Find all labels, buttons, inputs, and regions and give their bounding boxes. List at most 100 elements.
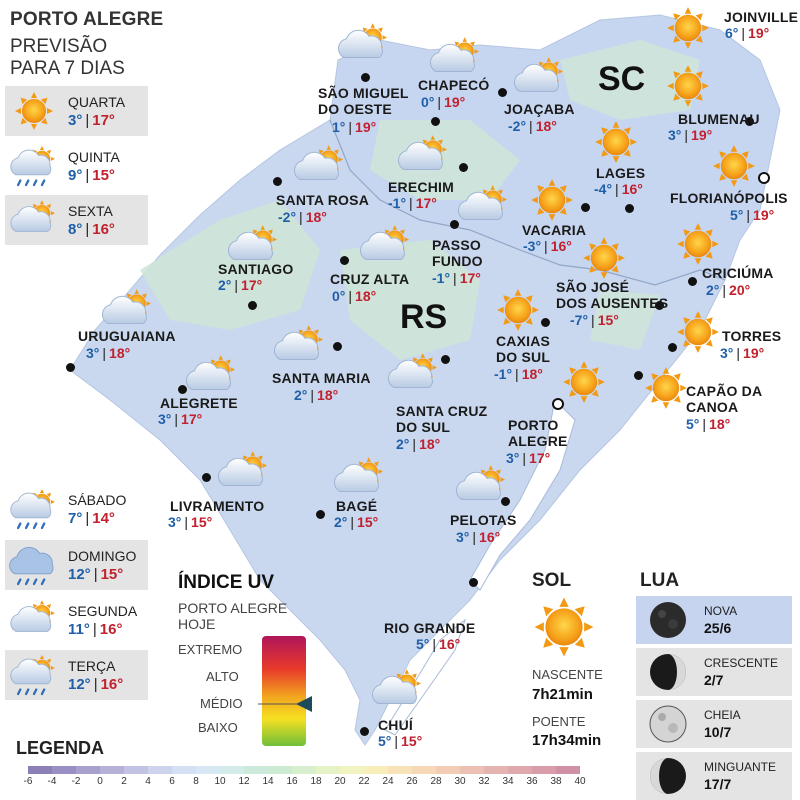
city-marker[interactable]: [340, 256, 349, 265]
city-label: FUNDO: [432, 253, 483, 269]
city-temp: 3° | 19°: [720, 345, 765, 361]
min-temp: 2°: [334, 514, 348, 530]
rain-cloud-sun-icon: [9, 488, 59, 534]
max-temp: 15°: [100, 566, 124, 583]
city-label: JOAÇABA: [504, 101, 575, 117]
city-marker[interactable]: [541, 318, 550, 327]
legend-tick-label: 4: [145, 776, 151, 787]
crescent-moon-icon: [650, 654, 686, 690]
sunset-label: POENTE: [532, 714, 586, 729]
legend-swatch: [100, 766, 124, 774]
legend-tick-label: 26: [406, 776, 418, 787]
min-temp: 1°: [332, 119, 346, 135]
legend-swatch: [436, 766, 460, 774]
city-marker[interactable]: [450, 220, 459, 229]
city-marker[interactable]: [668, 343, 677, 352]
cloud-sun-icon: [272, 322, 328, 372]
city-label: JOINVILLE: [724, 9, 799, 25]
moon-phase-row: NOVA 25/6: [636, 596, 792, 644]
city-temp: 6° | 19°: [725, 25, 770, 41]
min-temp: 12°: [68, 676, 91, 693]
city-temp: -1° | 17°: [432, 270, 481, 286]
uv-level-label: ALTO: [206, 669, 239, 684]
city-marker[interactable]: [360, 727, 369, 736]
lagoon-shape: [469, 398, 576, 591]
max-temp: 18°: [521, 366, 543, 382]
city-marker[interactable]: [431, 117, 440, 126]
city-marker[interactable]: [202, 473, 211, 482]
city-marker[interactable]: [178, 385, 187, 394]
city-marker[interactable]: [625, 204, 634, 213]
day-name: DOMINGO: [68, 548, 137, 564]
city-temp: 3° | 17°: [506, 450, 551, 466]
cloud-sun-icon: [292, 142, 348, 192]
day-name: SEXTA: [68, 203, 113, 219]
city-marker[interactable]: [66, 363, 75, 372]
sun-icon: [667, 65, 709, 107]
city-label: LAGES: [596, 165, 646, 181]
legend-tick-label: -2: [71, 776, 81, 787]
city-label: CRICIÚMA: [702, 265, 774, 281]
city-marker[interactable]: [361, 73, 370, 82]
cloud-sun-icon: [358, 222, 414, 272]
legend-swatch: [508, 766, 532, 774]
min-temp: 2°: [218, 277, 232, 293]
day-name: SEGUNDA: [68, 603, 138, 619]
capital-marker[interactable]: [758, 172, 770, 184]
city-marker[interactable]: [469, 578, 478, 587]
city-marker[interactable]: [498, 88, 507, 97]
city-marker[interactable]: [333, 342, 342, 351]
legend-swatch: [148, 766, 172, 774]
max-temp: 19°: [691, 127, 713, 143]
state-label-rs: RS: [400, 298, 448, 336]
min-temp: 2°: [706, 282, 720, 298]
temperature-legend-bar: [28, 766, 580, 774]
city-marker[interactable]: [273, 177, 282, 186]
sunrise-label: NASCENTE: [532, 667, 603, 682]
city-temp: 2° | 15°: [334, 514, 379, 530]
max-temp: 18°: [419, 436, 441, 452]
max-temp: 19°: [444, 94, 466, 110]
min-temp: 3°: [720, 345, 734, 361]
city-label: URUGUAIANA: [78, 328, 176, 344]
city-marker[interactable]: [634, 371, 643, 380]
city-marker[interactable]: [316, 510, 325, 519]
legend-tick-label: 6: [169, 776, 175, 787]
moon-phase-row: CRESCENTE 2/7: [636, 648, 792, 696]
city-marker[interactable]: [688, 277, 697, 286]
max-temp: 18°: [305, 209, 327, 225]
max-temp: 16°: [621, 181, 643, 197]
city-label: SÃO JOSÉ: [556, 279, 630, 295]
city-marker[interactable]: [581, 203, 590, 212]
legend-tick-label: 16: [286, 776, 298, 787]
forecast-day: QUARTA 3° | 17°: [5, 86, 148, 136]
city-marker[interactable]: [501, 497, 510, 506]
max-temp: 17°: [92, 112, 115, 129]
legend-swatch: [388, 766, 412, 774]
city-marker[interactable]: [248, 301, 257, 310]
legend-tick-label: 40: [574, 776, 586, 787]
day-name: QUINTA: [68, 149, 120, 165]
legend-swatch: [556, 766, 580, 774]
city-marker[interactable]: [441, 355, 450, 364]
legend-tick-label: 8: [193, 776, 199, 787]
city-marker[interactable]: [745, 117, 754, 126]
city-temp: 3° | 16°: [456, 529, 501, 545]
state-border: [329, 119, 726, 286]
city-label: TORRES: [722, 328, 782, 344]
sun-title: SOL: [532, 570, 572, 591]
capital-marker[interactable]: [552, 398, 564, 410]
city-label: DOS AUSENTES: [556, 295, 669, 311]
forecast-day: QUINTA 9° | 15°: [5, 141, 148, 191]
city-temp: 3° | 17°: [158, 411, 203, 427]
legend-tick-label: 28: [430, 776, 442, 787]
city-marker[interactable]: [655, 301, 664, 310]
uv-level-label: BAIXO: [198, 720, 238, 735]
max-temp: 17°: [415, 195, 437, 211]
forecast-day: TERÇA 12° | 16°: [5, 650, 148, 700]
sun-icon: [595, 121, 637, 163]
city-marker[interactable]: [459, 163, 468, 172]
max-temp: 19°: [355, 119, 377, 135]
max-temp: 16°: [550, 238, 572, 254]
